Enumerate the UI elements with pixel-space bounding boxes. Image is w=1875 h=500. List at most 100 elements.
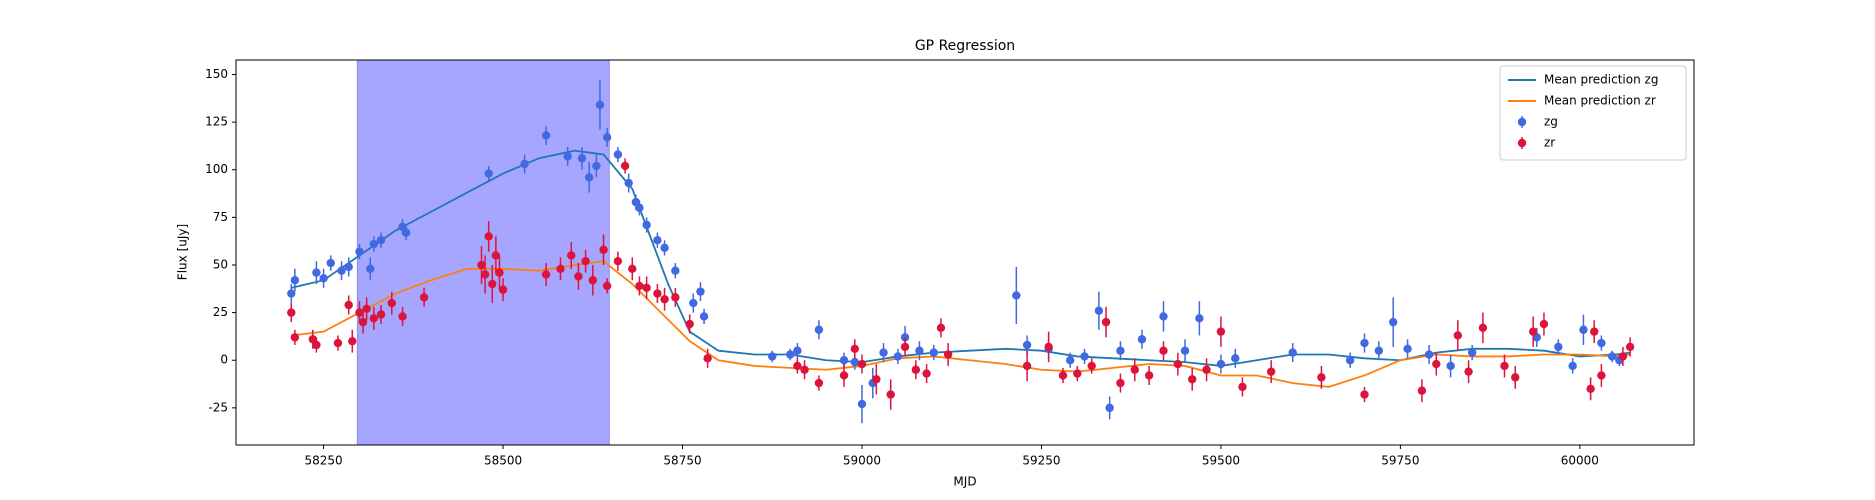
- data-point: [1579, 325, 1588, 334]
- data-point: [1417, 386, 1427, 395]
- y-tick-label: 100: [205, 162, 228, 176]
- data-point: [541, 131, 551, 140]
- data-point: [484, 232, 493, 241]
- data-point: [1374, 346, 1384, 355]
- data-point: [642, 220, 651, 230]
- data-point: [1231, 354, 1240, 363]
- data-point: [839, 371, 849, 380]
- data-point: [556, 264, 565, 273]
- data-point: [592, 161, 601, 171]
- data-point: [872, 375, 881, 384]
- data-point: [1105, 403, 1114, 413]
- data-point: [1625, 342, 1635, 352]
- data-point: [653, 289, 662, 298]
- data-point: [613, 150, 623, 159]
- data-point: [355, 247, 364, 256]
- data-point: [696, 287, 705, 296]
- data-point: [602, 281, 612, 291]
- data-point: [1618, 352, 1628, 361]
- y-axis-label: Flux [uJy]: [176, 224, 190, 280]
- data-point: [1094, 306, 1104, 315]
- x-tick-label: 59250: [1022, 454, 1060, 468]
- data-point: [1586, 384, 1595, 394]
- data-point: [660, 243, 669, 253]
- data-point: [287, 308, 296, 317]
- data-point: [1188, 375, 1197, 384]
- data-point: [1159, 312, 1168, 321]
- data-point: [857, 399, 867, 409]
- data-point: [850, 344, 860, 353]
- data-point: [689, 298, 698, 308]
- data-point: [398, 312, 407, 321]
- data-point: [660, 295, 669, 304]
- data-point: [1144, 371, 1154, 380]
- data-point: [1022, 340, 1032, 350]
- data-point: [588, 276, 597, 285]
- y-tick-label: 125: [205, 115, 228, 129]
- data-point: [581, 256, 590, 266]
- data-point: [488, 279, 497, 289]
- data-point: [337, 266, 346, 275]
- data-point: [1432, 359, 1441, 369]
- data-point: [574, 272, 583, 281]
- data-point: [1202, 365, 1211, 374]
- data-point: [911, 365, 921, 374]
- data-point: [498, 285, 508, 294]
- legend-label: Mean prediction zg: [1544, 73, 1658, 87]
- data-point: [1266, 367, 1276, 376]
- data-point: [1403, 344, 1412, 353]
- data-point: [387, 298, 396, 308]
- data-point: [376, 310, 386, 319]
- data-point: [768, 352, 777, 361]
- data-point: [520, 159, 529, 169]
- data-point: [1360, 390, 1369, 399]
- data-point: [1360, 338, 1369, 348]
- data-point: [1511, 373, 1520, 382]
- x-tick-label: 58250: [304, 454, 342, 468]
- data-point: [628, 264, 637, 273]
- y-tick-label: -25: [208, 400, 228, 414]
- data-point: [584, 173, 594, 182]
- data-point: [319, 274, 328, 283]
- data-point: [929, 348, 938, 357]
- data-point: [879, 348, 888, 357]
- data-point: [348, 336, 357, 346]
- data-point: [541, 270, 551, 279]
- data-point: [671, 266, 680, 275]
- data-point: [287, 289, 296, 298]
- data-point: [491, 251, 501, 260]
- data-point: [900, 333, 910, 342]
- data-point: [602, 133, 612, 142]
- data-point: [936, 323, 946, 333]
- data-point: [1464, 367, 1473, 376]
- data-point: [477, 260, 486, 270]
- x-tick-label: 59000: [843, 454, 881, 468]
- data-point: [1568, 361, 1577, 371]
- data-point: [1590, 327, 1599, 336]
- data-point: [1528, 327, 1538, 336]
- x-tick-label: 58750: [663, 454, 701, 468]
- data-point: [369, 314, 379, 323]
- highlight-span: [356, 59, 610, 446]
- data-point: [401, 228, 411, 237]
- data-point: [1195, 314, 1204, 323]
- data-point: [886, 390, 895, 399]
- data-point: [1073, 369, 1082, 378]
- data-point: [1137, 335, 1147, 344]
- data-point: [635, 281, 644, 291]
- data-point: [290, 333, 300, 342]
- data-point: [312, 340, 321, 350]
- data-point: [1597, 371, 1606, 380]
- y-tick-label: 0: [220, 353, 228, 367]
- data-point: [793, 361, 802, 371]
- data-point: [624, 178, 633, 188]
- data-point: [577, 154, 587, 163]
- data-point: [1424, 350, 1434, 359]
- data-point: [1065, 356, 1075, 365]
- data-point: [1288, 348, 1297, 357]
- data-point: [1478, 323, 1488, 333]
- legend-label: zr: [1544, 136, 1555, 150]
- data-point: [419, 293, 429, 302]
- data-point: [1317, 373, 1326, 382]
